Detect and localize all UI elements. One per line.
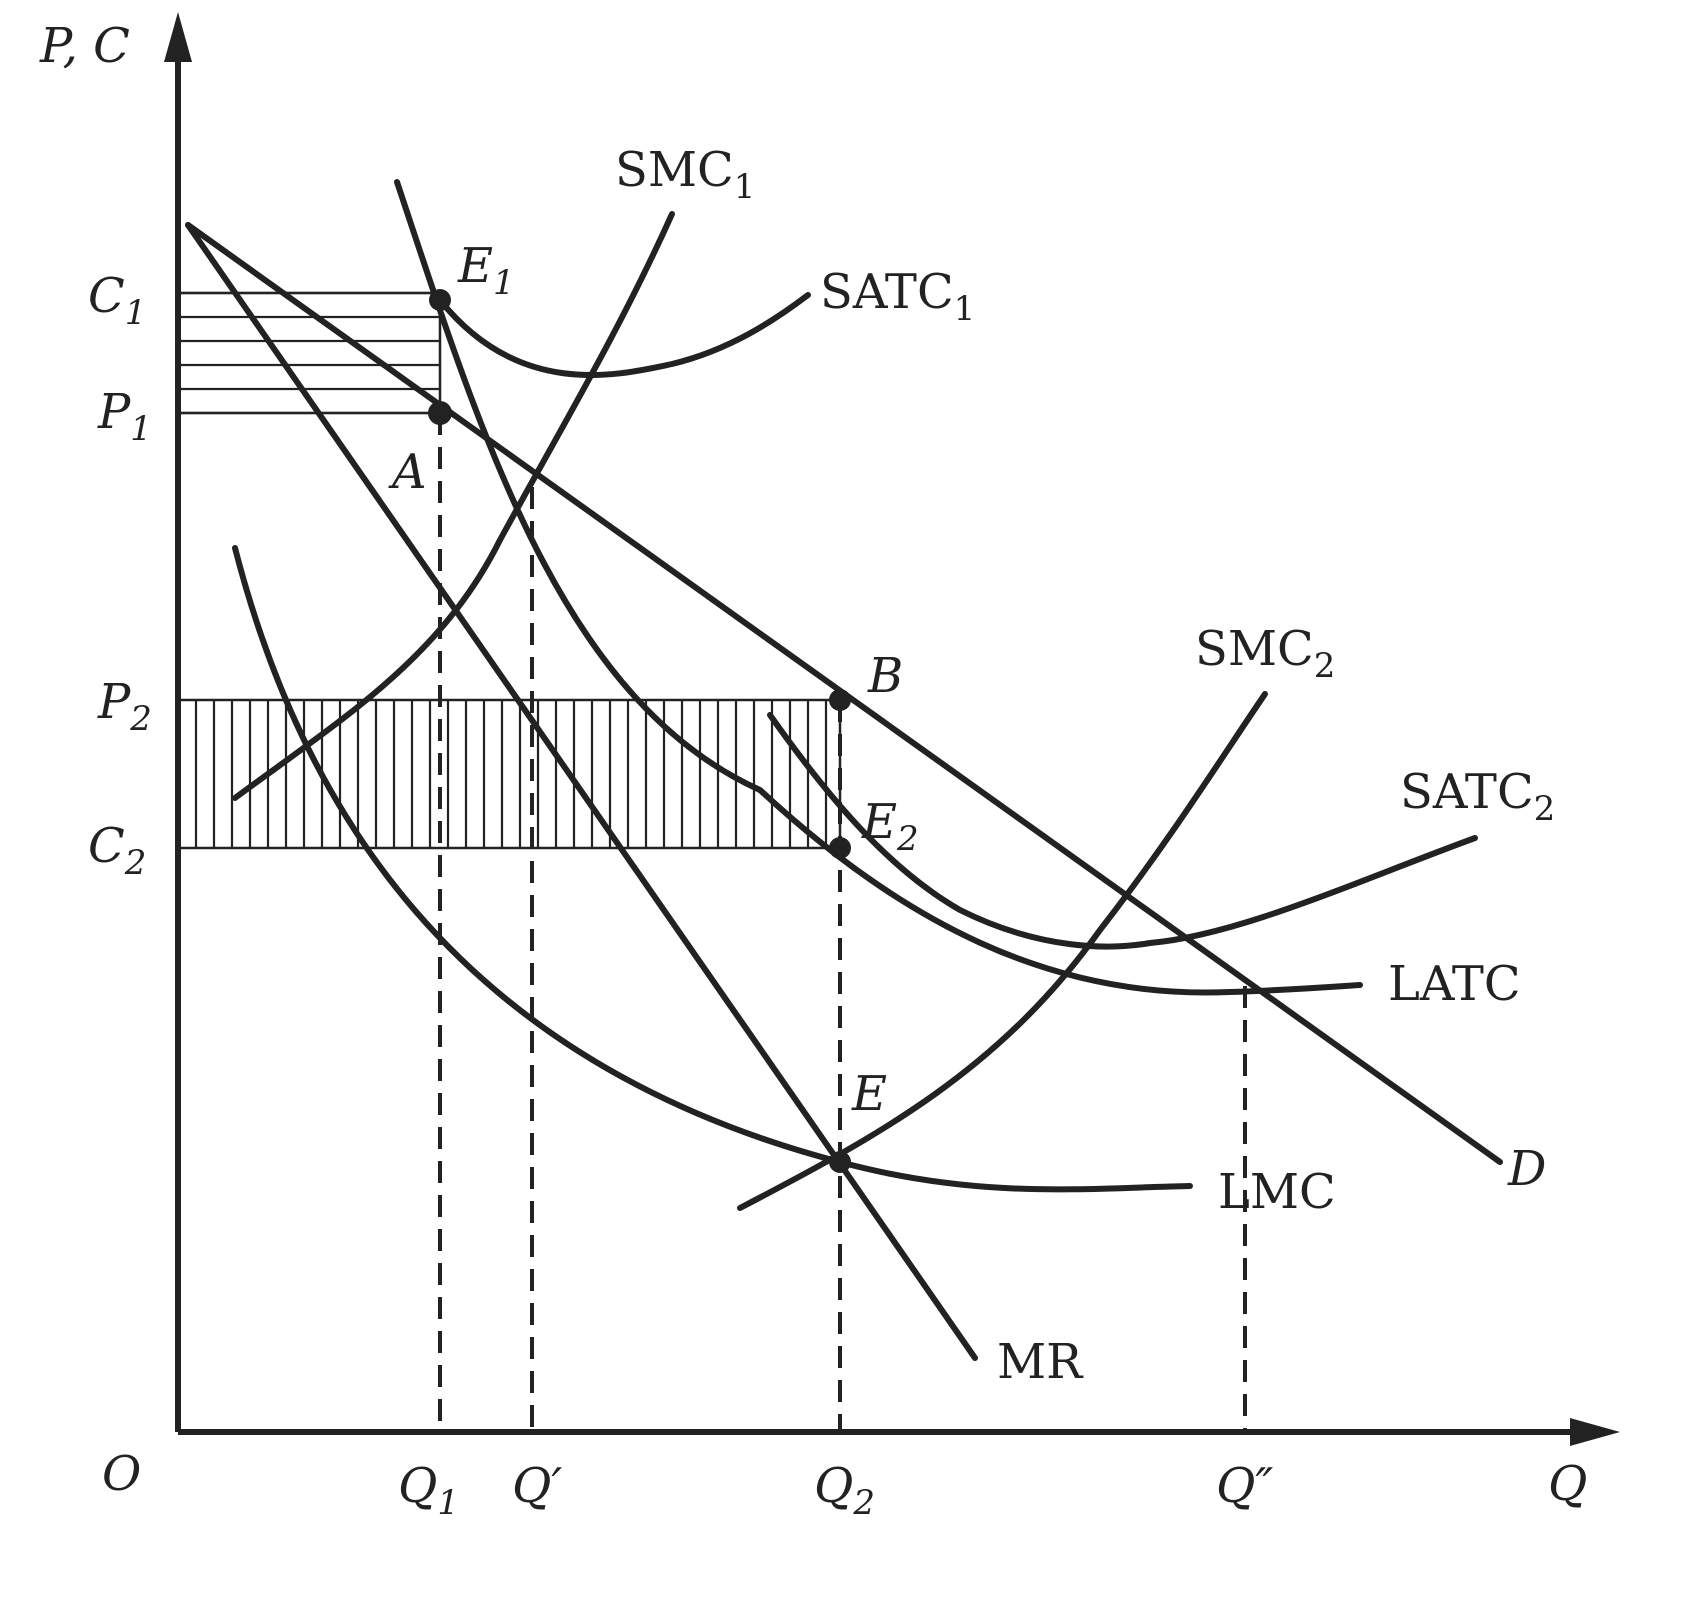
label-smc1: SMC1	[615, 142, 755, 207]
x-axis-arrow	[1570, 1418, 1620, 1446]
x-tick-q-double-prime: Q″	[1216, 1458, 1273, 1514]
guide-lines	[438, 413, 1247, 1432]
x-tick-q2: Q2	[814, 1458, 875, 1523]
label-d: D	[1507, 1141, 1546, 1197]
origin-label: O	[102, 1446, 141, 1502]
y-axis-label: P, C	[39, 18, 130, 74]
label-lmc: LMC	[1218, 1164, 1336, 1220]
point-e	[829, 1151, 851, 1173]
label-satc1: SATC1	[820, 264, 975, 329]
y-tick-p2: P2	[97, 674, 152, 739]
y-axis-arrow	[164, 12, 192, 62]
point-e1	[429, 289, 451, 311]
point-a	[428, 401, 452, 425]
points	[428, 289, 851, 1173]
label-smc2: SMC2	[1195, 621, 1335, 686]
smc2-curve	[737, 691, 1268, 1211]
x-tick-q-prime: Q′	[512, 1458, 562, 1514]
label-latc: LATC	[1388, 956, 1521, 1012]
label-e2: E2	[861, 794, 919, 859]
y-tick-c1: C1	[88, 268, 146, 333]
x-axis-label: Q	[1548, 1456, 1587, 1512]
axes	[164, 12, 1620, 1446]
smc1-curve	[232, 211, 675, 801]
label-mr: MR	[997, 1334, 1084, 1390]
profit-area	[176, 698, 842, 850]
label-satc2: SATC2	[1400, 764, 1555, 829]
label-a: A	[388, 444, 427, 500]
point-b	[829, 689, 851, 711]
lmc-curve	[232, 545, 1193, 1193]
y-tick-p1: P1	[97, 384, 152, 449]
label-e: E	[851, 1066, 887, 1122]
satc2-curve	[767, 712, 1478, 950]
point-e2	[829, 837, 851, 859]
y-tick-c2: C2	[88, 818, 146, 883]
x-tick-q1: Q1	[398, 1458, 459, 1523]
label-b: B	[867, 648, 903, 704]
label-e1: E1	[457, 238, 515, 303]
satc1-curve	[437, 292, 811, 379]
